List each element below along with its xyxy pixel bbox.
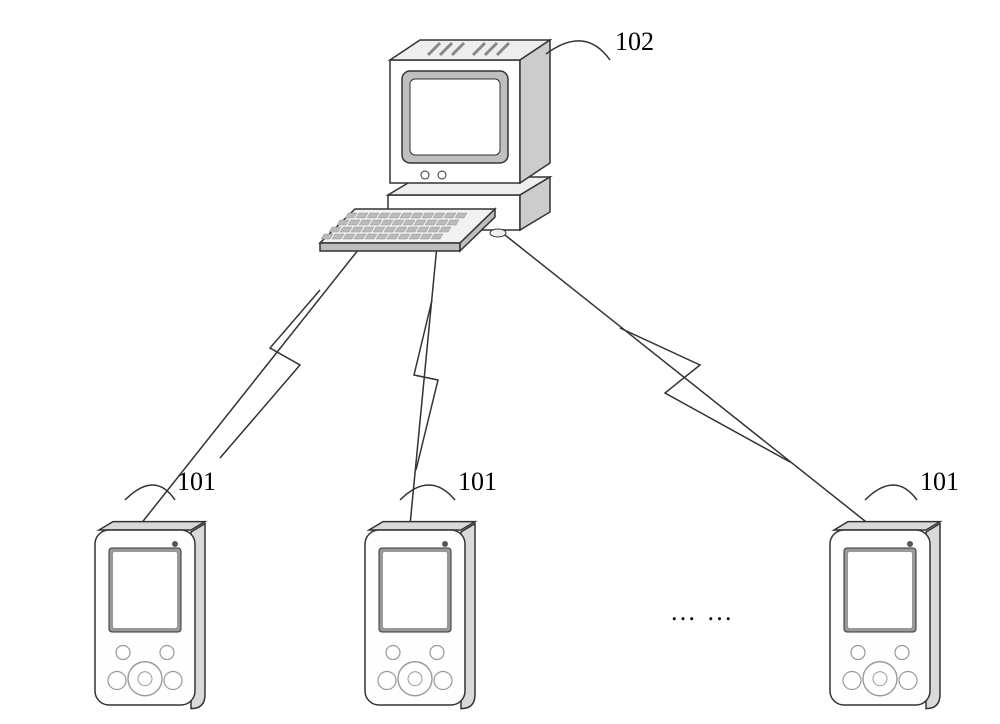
client-label: 101 — [920, 467, 959, 496]
link-0 — [140, 235, 370, 525]
server-keyboard — [320, 209, 495, 251]
client-label: 101 — [177, 467, 216, 496]
diagram-canvas: 102 101 101 101 … … — [0, 0, 1000, 724]
server-label: 102 — [615, 27, 654, 56]
ellipsis: … … — [670, 597, 735, 626]
links-layer — [140, 235, 870, 525]
client-device-0: 101 — [95, 467, 216, 709]
link-1 — [410, 235, 438, 525]
server-computer: 102 — [320, 27, 654, 251]
link-2 — [505, 235, 870, 525]
client-label: 101 — [458, 467, 497, 496]
client-device-2: 101 — [830, 467, 959, 709]
client-device-1: 101 — [365, 467, 497, 709]
